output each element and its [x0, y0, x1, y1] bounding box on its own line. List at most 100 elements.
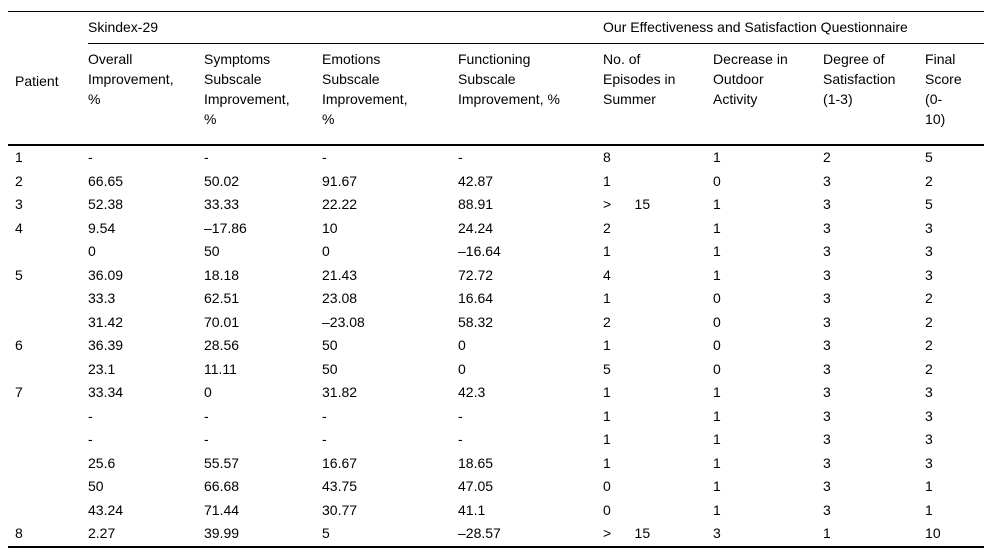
cell-overall-improvement: 36.09: [88, 266, 124, 283]
cell-final-score: 5: [925, 196, 933, 212]
column-header-patient: Patient: [15, 73, 59, 89]
cell-episodes-in-summer: > 15: [603, 525, 651, 541]
table-row: - - - - 1 1 3 3: [8, 405, 984, 429]
cell-emotions-improvement: 16.67: [322, 454, 358, 471]
cell-patient-number: [8, 240, 88, 264]
cell-symptoms-improvement: 39.99: [204, 525, 240, 541]
cell-emotions-improvement: 31.82: [322, 384, 358, 400]
column-header-functioning-subscale: Functioning Subscale Improvement, %: [458, 51, 560, 107]
cell-symptoms-improvement: –17.86: [204, 219, 247, 236]
cell-patient-number: 4: [15, 219, 23, 236]
table-row: 8 2.27 39.99 5 –28.57 > 15 3 1 10: [8, 522, 984, 547]
table-row: 23.1 11.11 50 0 5 0 3 2: [8, 358, 984, 382]
cell-decrease-outdoor-activity: 1: [713, 219, 721, 236]
cell-patient-number: 8: [15, 525, 23, 541]
cell-emotions-improvement: 5: [322, 525, 330, 541]
cell-degree-of-satisfaction: 3: [823, 196, 831, 212]
cell-emotions-improvement: -: [322, 431, 327, 447]
cell-final-score: 3: [925, 219, 933, 236]
paper-table-page: Patient Skindex-29 Our Effectiveness and…: [0, 11, 992, 560]
cell-symptoms-improvement: 33.33: [204, 196, 240, 212]
cell-decrease-outdoor-activity: 1: [713, 384, 721, 400]
cell-overall-improvement: 43.24: [88, 501, 124, 518]
cell-degree-of-satisfaction: 1: [823, 525, 831, 541]
sub-header-row: Overall Improvement, % Symptoms Subscale…: [8, 44, 984, 146]
cell-decrease-outdoor-activity: 1: [713, 144, 824, 170]
cell-degree-of-satisfaction: 3: [823, 478, 831, 494]
cell-functioning-improvement: 0: [458, 337, 466, 353]
cell-episodes-in-summer: 1: [603, 384, 611, 400]
table-row: 33.3 62.51 23.08 16.64 1 0 3 2: [8, 287, 984, 311]
cell-symptoms-improvement: -: [204, 431, 209, 447]
cell-final-score: 2: [925, 172, 933, 189]
cell-symptoms-improvement: 50: [204, 243, 220, 259]
cell-degree-of-satisfaction: 3: [823, 407, 831, 424]
cell-patient-number: [8, 452, 88, 476]
column-header-symptoms-subscale: Symptoms Subscale Improvement, %: [204, 51, 290, 127]
cell-patient-number: 2: [15, 172, 23, 189]
cell-emotions-improvement: 23.08: [322, 290, 358, 306]
cell-functioning-improvement: 72.72: [458, 266, 494, 283]
cell-overall-improvement: -: [88, 144, 204, 170]
cell-patient-number: [8, 405, 88, 429]
cell-final-score: 2: [925, 313, 933, 330]
cell-final-score: 2: [925, 337, 933, 353]
cell-patient-number: 6: [15, 337, 23, 353]
cell-decrease-outdoor-activity: 0: [713, 172, 721, 189]
cell-emotions-improvement: 0: [322, 243, 330, 259]
cell-degree-of-satisfaction: 3: [823, 219, 831, 236]
cell-final-score: 10: [925, 525, 941, 541]
cell-episodes-in-summer: 1: [603, 407, 611, 424]
cell-final-score: 3: [925, 407, 933, 424]
cell-symptoms-improvement: 70.01: [204, 313, 240, 330]
cell-functioning-improvement: 16.64: [458, 290, 494, 306]
cell-patient-number: [8, 358, 88, 382]
group-header-row: Patient Skindex-29 Our Effectiveness and…: [8, 11, 985, 89]
cell-overall-improvement: -: [88, 407, 93, 424]
cell-overall-improvement: 66.65: [88, 172, 124, 189]
cell-decrease-outdoor-activity: 0: [713, 313, 721, 330]
patient-results-table: Patient Skindex-29 Our Effectiveness and…: [8, 11, 985, 548]
cell-decrease-outdoor-activity: 1: [713, 407, 721, 424]
column-header-degree-of-satisfaction: Degree of Satisfaction (1-3): [823, 51, 896, 107]
cell-patient-number: [8, 428, 88, 452]
cell-final-score: 2: [925, 360, 933, 377]
cell-final-score: 3: [925, 431, 933, 447]
cell-episodes-in-summer: 1: [603, 172, 611, 189]
cell-overall-improvement: 0: [88, 243, 96, 259]
cell-symptoms-improvement: 71.44: [204, 501, 240, 518]
cell-emotions-improvement: –23.08: [322, 313, 365, 330]
cell-functioning-improvement: 88.91: [458, 196, 494, 212]
cell-functioning-improvement: -: [458, 407, 463, 424]
cell-final-score: 3: [925, 454, 933, 471]
cell-final-score: 3: [925, 384, 933, 400]
column-header-overall-improvement: Overall Improvement, %: [88, 51, 174, 107]
cell-episodes-in-summer: 1: [603, 243, 611, 259]
cell-symptoms-improvement: 11.11: [204, 360, 237, 377]
cell-functioning-improvement: -: [458, 431, 463, 447]
cell-functioning-improvement: 24.24: [458, 219, 494, 236]
cell-symptoms-improvement: 18.18: [204, 266, 240, 283]
cell-episodes-in-summer: 0: [603, 501, 611, 518]
cell-symptoms-improvement: -: [204, 407, 209, 424]
cell-patient-number: 5: [15, 266, 23, 283]
cell-decrease-outdoor-activity: 1: [713, 478, 721, 494]
cell-degree-of-satisfaction: 3: [823, 431, 831, 447]
cell-decrease-outdoor-activity: 0: [713, 337, 721, 353]
column-header-final-score: Final Score (0- 10): [925, 51, 962, 127]
cell-episodes-in-summer: > 15: [603, 196, 651, 212]
cell-degree-of-satisfaction: 3: [823, 313, 831, 330]
cell-symptoms-improvement: 62.51: [204, 290, 240, 306]
cell-symptoms-improvement: 0: [204, 384, 212, 400]
cell-overall-improvement: 33.3: [88, 290, 116, 306]
cell-episodes-in-summer: 5: [603, 360, 611, 377]
table-row: 3 52.38 33.33 22.22 88.91 > 15 1 3 5: [8, 193, 984, 217]
cell-overall-improvement: 36.39: [88, 337, 124, 353]
cell-overall-improvement: 31.42: [88, 313, 124, 330]
cell-overall-improvement: -: [88, 431, 93, 447]
cell-episodes-in-summer: 1: [603, 337, 611, 353]
cell-emotions-improvement: 21.43: [322, 266, 358, 283]
cell-patient-number: 3: [15, 196, 23, 212]
table-row: 25.6 55.57 16.67 18.65 1 1 3 3: [8, 452, 984, 476]
cell-decrease-outdoor-activity: 1: [713, 196, 721, 212]
